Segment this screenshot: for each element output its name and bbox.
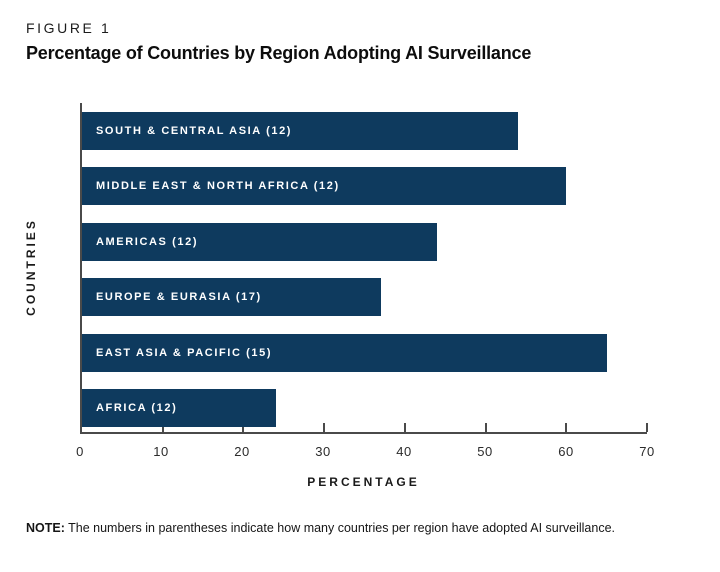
bar-label: EAST ASIA & PACIFIC (15) [96,346,273,359]
x-axis-tick-label: 10 [153,444,169,459]
x-axis-tick-label: 40 [396,444,412,459]
bar: EUROPE & EURASIA (17) [82,278,381,317]
bar: MIDDLE EAST & NORTH AFRICA (12) [82,167,567,206]
figure-title: Percentage of Countries by Region Adopti… [26,43,532,63]
x-axis-tick [161,423,164,432]
bar: SOUTH & CENTRAL ASIA (12) [82,112,518,150]
bar-label: SOUTH & CENTRAL ASIA (12) [96,125,293,137]
plot-area: SOUTH & CENTRAL ASIA (12) MIDDLE EAST & N… [80,103,648,434]
x-axis-tick [484,423,487,432]
y-axis-label: COUNTRIES [24,218,38,316]
x-axis-tick-label: 30 [315,444,331,459]
x-axis-tick-label: 60 [558,444,574,459]
bar-label: EUROPE & EURASIA (17) [96,291,262,304]
bar: EAST ASIA & PACIFIC (15) [82,333,607,372]
bar: AFRICA (12) [82,389,276,427]
x-axis-tick [403,423,406,432]
x-axis-label: PERCENTAGE [307,475,420,489]
x-axis-tick-label: 50 [477,444,493,459]
x-axis-tick [242,423,245,432]
note-label: NOTE: [26,521,65,535]
x-axis-tick [646,423,648,432]
x-axis-tick-label: 0 [76,444,84,459]
x-axis-tick-label: 70 [639,444,655,459]
x-axis-tick-label: 20 [234,444,250,459]
bar-label: MIDDLE EAST & NORTH AFRICA (12) [96,180,340,193]
bar: AMERICAS (12) [82,222,438,261]
figure-note: NOTE: The numbers in parentheses indicat… [26,521,706,535]
note-text: The numbers in parentheses indicate how … [64,521,615,535]
figure-kicker: FIGURE 1 [26,20,112,36]
x-axis-tick-labels: 0 10 20 30 40 50 60 70 [76,444,654,460]
bar-label: AMERICAS (12) [96,235,199,248]
x-axis-tick [565,423,568,432]
bars-layer: SOUTH & CENTRAL ASIA (12) MIDDLE EAST & N… [82,103,647,432]
bar-label: AFRICA (12) [96,402,178,414]
x-axis-tick [323,423,326,432]
